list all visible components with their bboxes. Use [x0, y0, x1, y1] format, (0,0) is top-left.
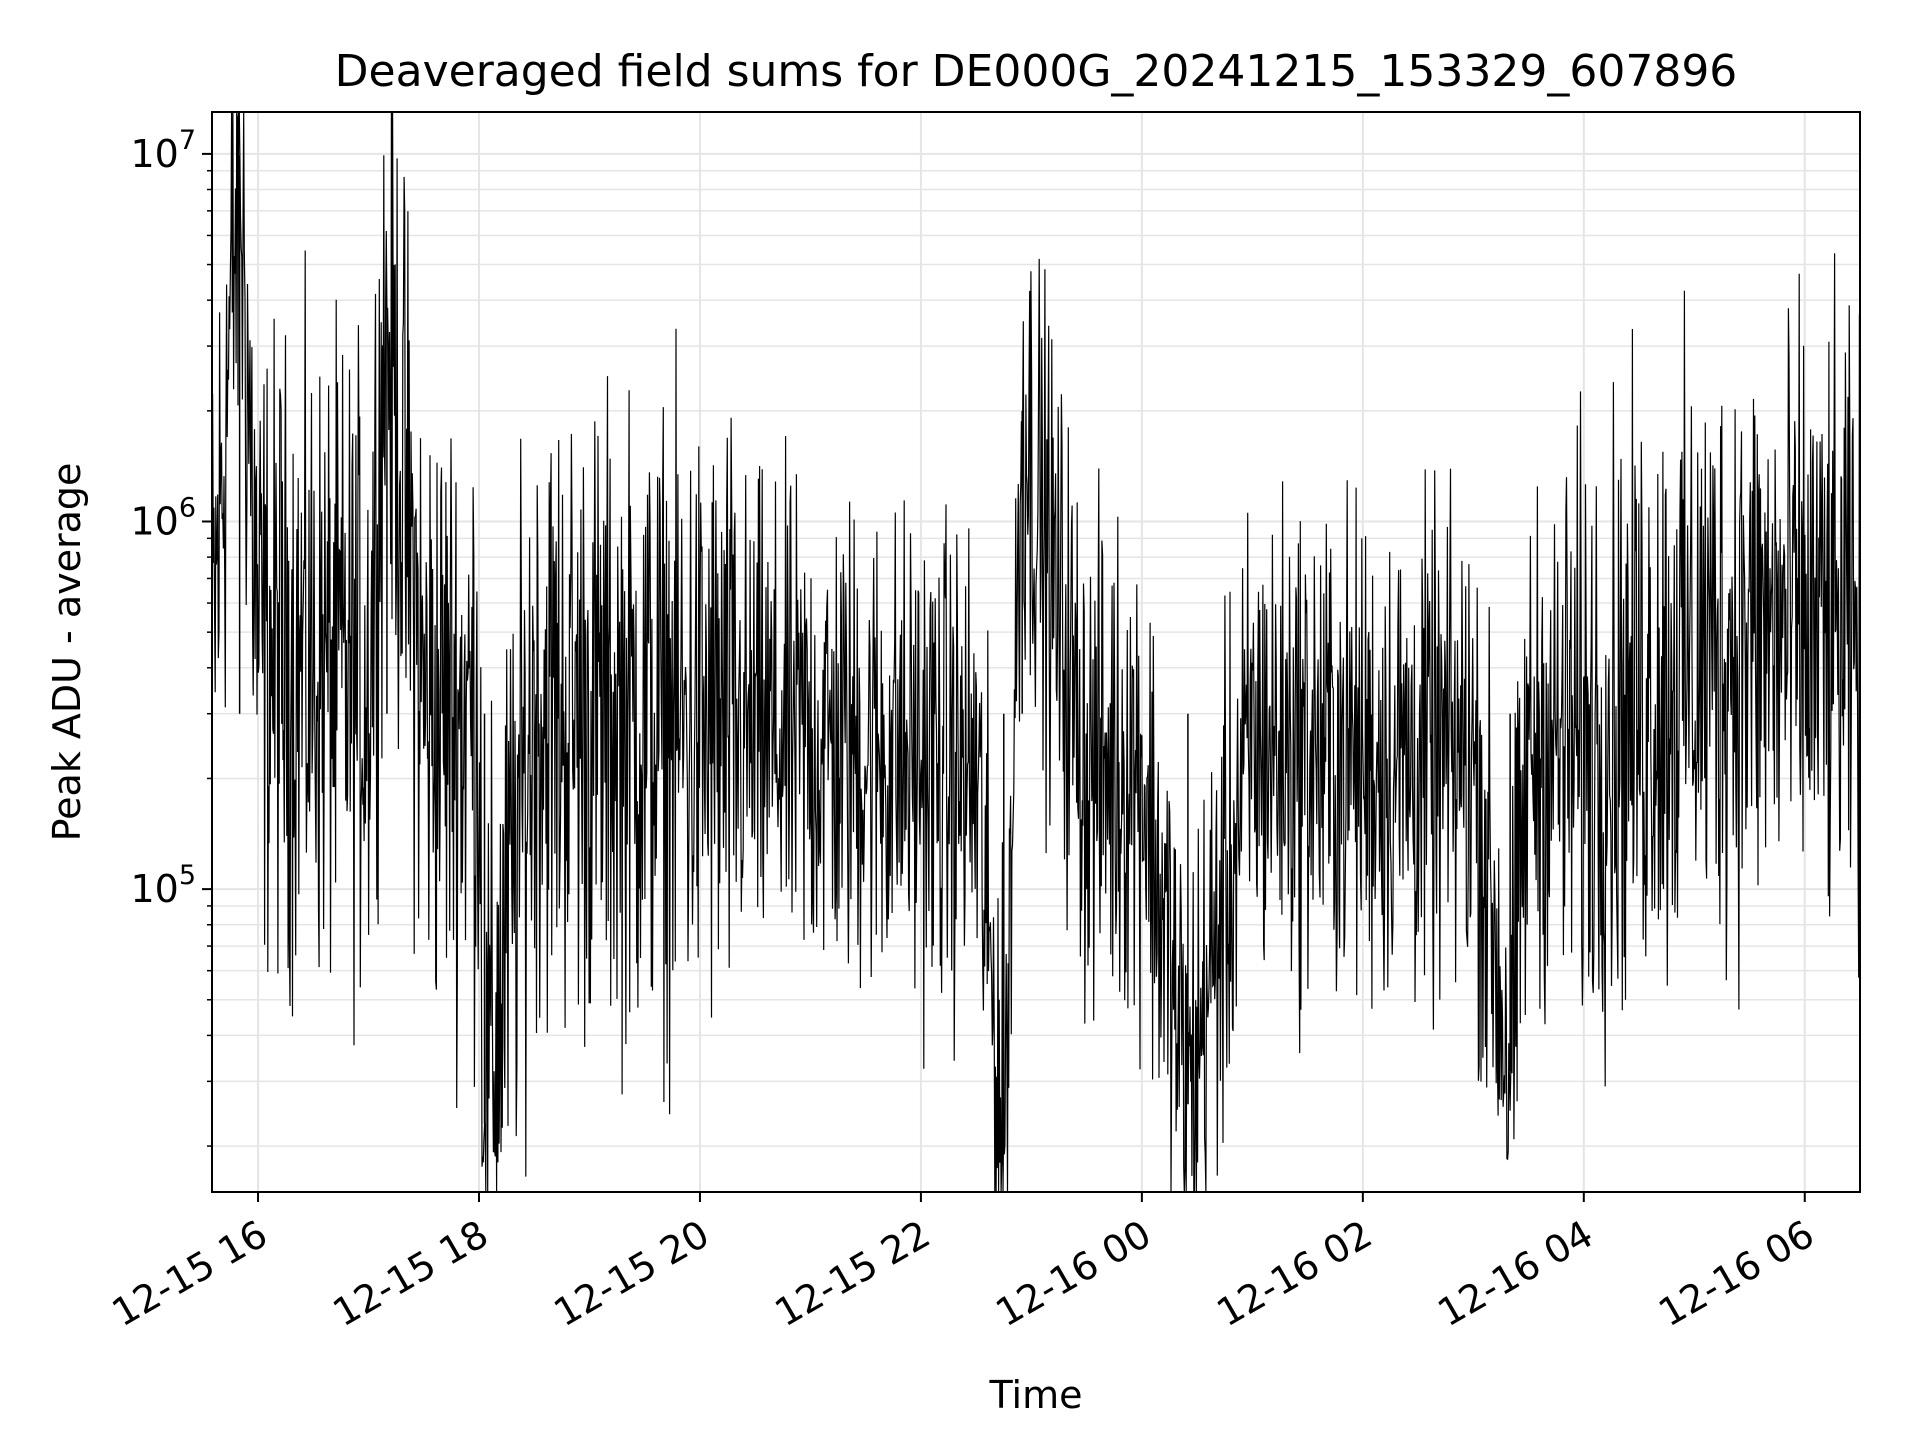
series-layer: [211, 111, 1861, 1193]
x-axis-label: Time: [989, 1373, 1083, 1417]
plot-frame: [211, 111, 1861, 1193]
y-tick-label: 106: [130, 493, 196, 544]
chart-title: Deaveraged field sums for DE000G_2024121…: [335, 46, 1738, 97]
series-line: [211, 111, 1861, 1193]
y-axis-label: Peak ADU - average: [45, 463, 89, 842]
y-tick-label: 107: [130, 125, 196, 176]
y-axis: 105 106 107: [130, 125, 212, 1147]
y-tick-label: 105: [130, 860, 196, 911]
